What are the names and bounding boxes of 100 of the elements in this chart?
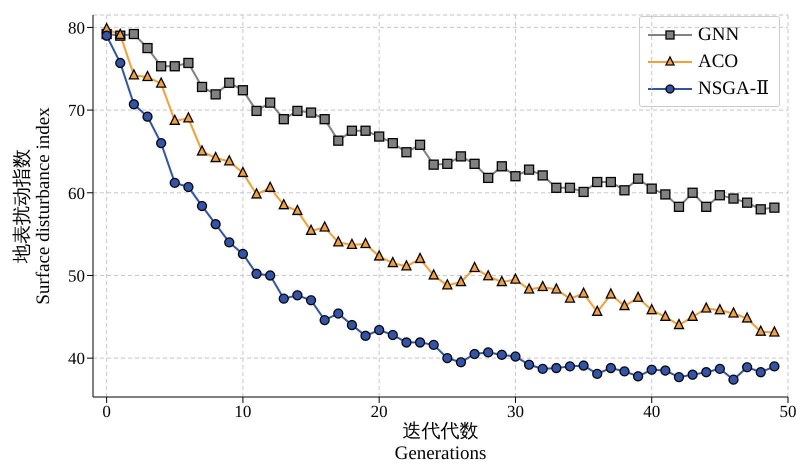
point — [388, 256, 398, 268]
point — [538, 364, 548, 374]
point — [728, 307, 739, 318]
point — [483, 347, 494, 358]
x-tick-label: 50 — [780, 402, 796, 422]
point — [592, 368, 602, 379]
point — [333, 136, 344, 146]
point — [742, 312, 752, 323]
point — [510, 171, 521, 182]
point — [360, 330, 371, 341]
point — [278, 293, 289, 304]
y-tick-label: 70 — [68, 101, 85, 120]
point — [414, 337, 426, 348]
point — [674, 318, 684, 330]
point — [306, 107, 316, 118]
point — [210, 152, 221, 162]
point — [551, 362, 562, 374]
point — [320, 314, 330, 326]
point — [428, 269, 439, 280]
point — [238, 85, 248, 96]
point — [687, 188, 698, 198]
y-tick-label: 50 — [68, 266, 85, 286]
point — [442, 158, 452, 169]
point — [251, 188, 262, 199]
point — [564, 182, 576, 193]
point — [674, 202, 684, 212]
point — [360, 238, 371, 248]
point — [128, 99, 140, 110]
point — [564, 292, 576, 303]
point — [646, 304, 657, 314]
point — [278, 114, 289, 124]
point — [660, 365, 671, 376]
legend-label: NSGA-Ⅱ — [698, 77, 769, 100]
point — [687, 370, 698, 380]
point — [320, 114, 330, 124]
x-tick-label: 40 — [643, 402, 660, 422]
point — [687, 310, 698, 321]
point — [592, 306, 602, 316]
point — [578, 360, 589, 371]
point — [606, 176, 616, 188]
point — [320, 221, 330, 232]
point — [183, 112, 194, 123]
y-tick-label: 60 — [68, 184, 85, 203]
point — [632, 292, 644, 302]
point — [414, 252, 426, 264]
point — [306, 295, 316, 306]
point — [388, 330, 398, 340]
point — [742, 362, 752, 372]
point — [756, 204, 766, 214]
point — [469, 262, 480, 272]
point — [196, 82, 208, 92]
x-tick-label: 0 — [102, 402, 111, 422]
point — [564, 361, 576, 372]
point — [428, 160, 439, 170]
point — [142, 42, 153, 54]
point — [592, 176, 602, 188]
point — [456, 357, 466, 368]
point — [714, 364, 726, 374]
point — [769, 202, 780, 213]
point — [524, 283, 534, 294]
point — [578, 186, 589, 198]
point — [496, 161, 507, 172]
point — [619, 185, 630, 196]
point — [551, 182, 562, 193]
point — [346, 238, 358, 250]
point — [769, 326, 780, 337]
point — [156, 138, 166, 148]
point — [292, 290, 303, 300]
point — [714, 190, 726, 200]
legend-label: ACO — [698, 50, 738, 72]
point — [524, 164, 534, 175]
point — [346, 126, 358, 136]
point — [442, 279, 452, 290]
point — [374, 324, 384, 336]
point — [619, 300, 630, 310]
point — [551, 283, 562, 294]
point — [210, 219, 221, 230]
point — [646, 364, 657, 375]
point — [660, 189, 671, 200]
point — [265, 182, 276, 192]
point — [388, 138, 398, 148]
point — [292, 204, 303, 216]
point — [238, 166, 248, 178]
point — [538, 280, 548, 292]
point — [496, 350, 507, 360]
point — [360, 126, 371, 136]
point — [170, 61, 180, 72]
point — [333, 236, 344, 247]
x-tick-label: 30 — [506, 402, 524, 422]
point — [156, 77, 166, 88]
point — [701, 367, 712, 378]
point — [224, 237, 234, 248]
point — [265, 270, 276, 281]
point — [414, 140, 426, 150]
y-axis-title: 地表扰动指数 Surface disturbance index — [12, 106, 54, 305]
point — [183, 182, 194, 192]
point — [210, 89, 221, 100]
point — [374, 250, 384, 261]
point — [292, 106, 303, 116]
point — [769, 361, 780, 372]
